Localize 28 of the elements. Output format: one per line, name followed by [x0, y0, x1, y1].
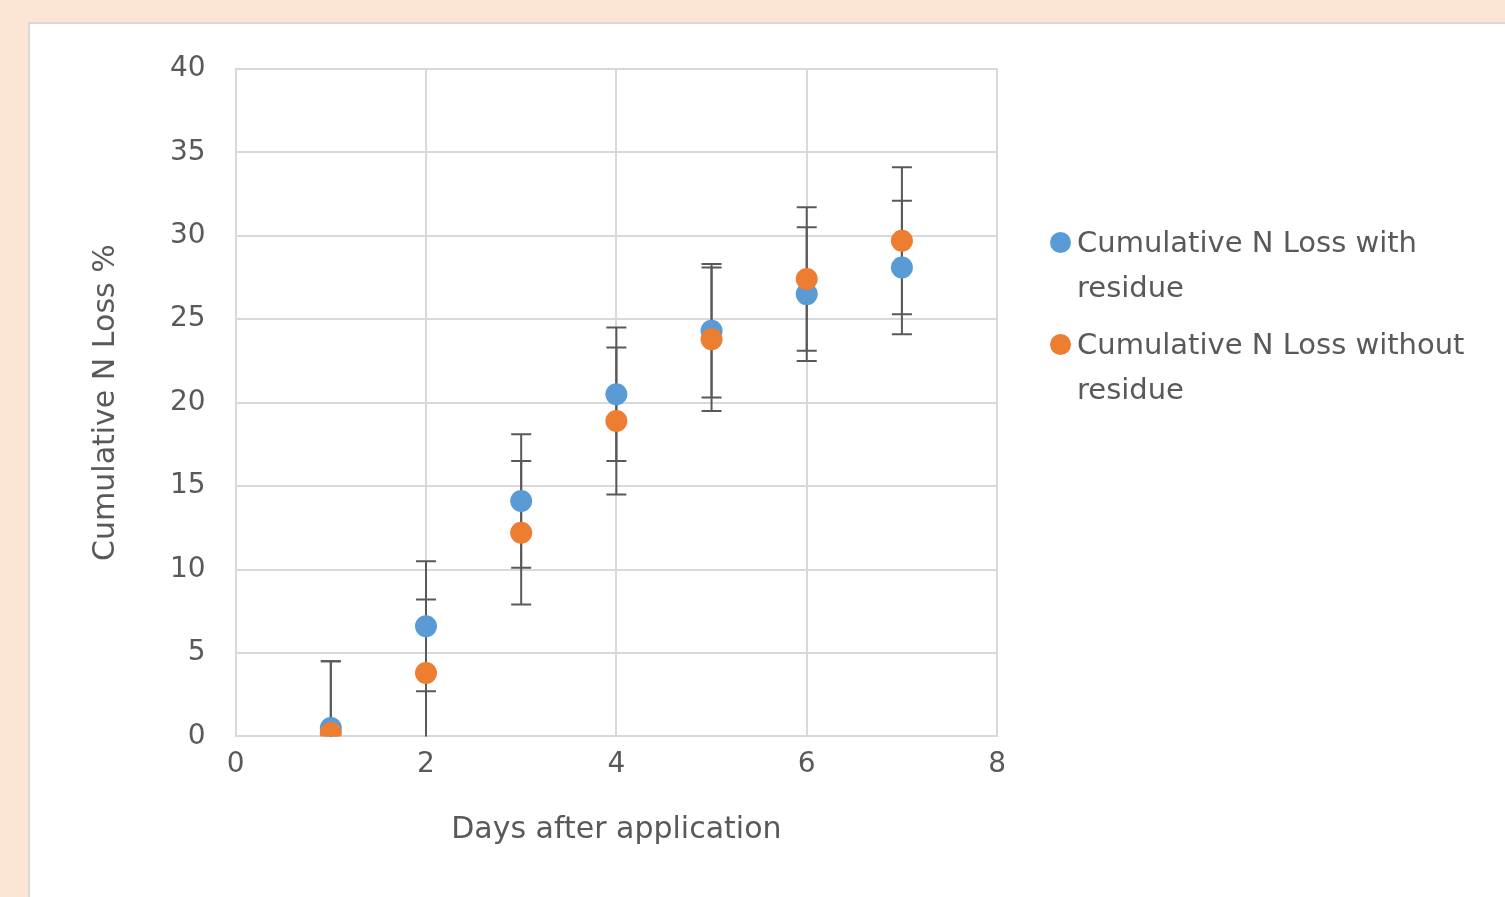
legend-label: Cumulative N Loss with residue [1077, 224, 1418, 306]
x-axis-title: Days after application [451, 809, 782, 845]
x-tick-label: 4 [607, 746, 626, 780]
point [605, 383, 628, 406]
y-tick-label: 30 [169, 216, 206, 250]
y-tick-label: 10 [169, 550, 206, 584]
point [795, 268, 818, 291]
x-tick-label: 0 [226, 746, 245, 780]
y-tick-label: 20 [169, 383, 206, 417]
point [510, 490, 533, 513]
x-tick-label: 6 [797, 746, 816, 780]
point [700, 328, 723, 351]
y-tick-label: 40 [169, 50, 206, 84]
y-tick-label: 15 [169, 467, 206, 501]
point [890, 229, 913, 252]
x-tick-label: 8 [988, 746, 1007, 780]
point [890, 256, 913, 279]
point [605, 409, 628, 432]
x-tick-label: 2 [417, 746, 435, 780]
y-tick-label: 25 [169, 300, 206, 334]
y-tick-label: 0 [187, 717, 206, 751]
legend-label: Cumulative N Loss without residue [1077, 326, 1466, 408]
y-tick-label: 35 [169, 133, 206, 167]
y-tick-label: 5 [187, 634, 206, 668]
point [510, 521, 533, 544]
point [415, 615, 437, 638]
point [415, 661, 437, 684]
y-axis-title: Cumulative N Loss % [85, 244, 121, 561]
